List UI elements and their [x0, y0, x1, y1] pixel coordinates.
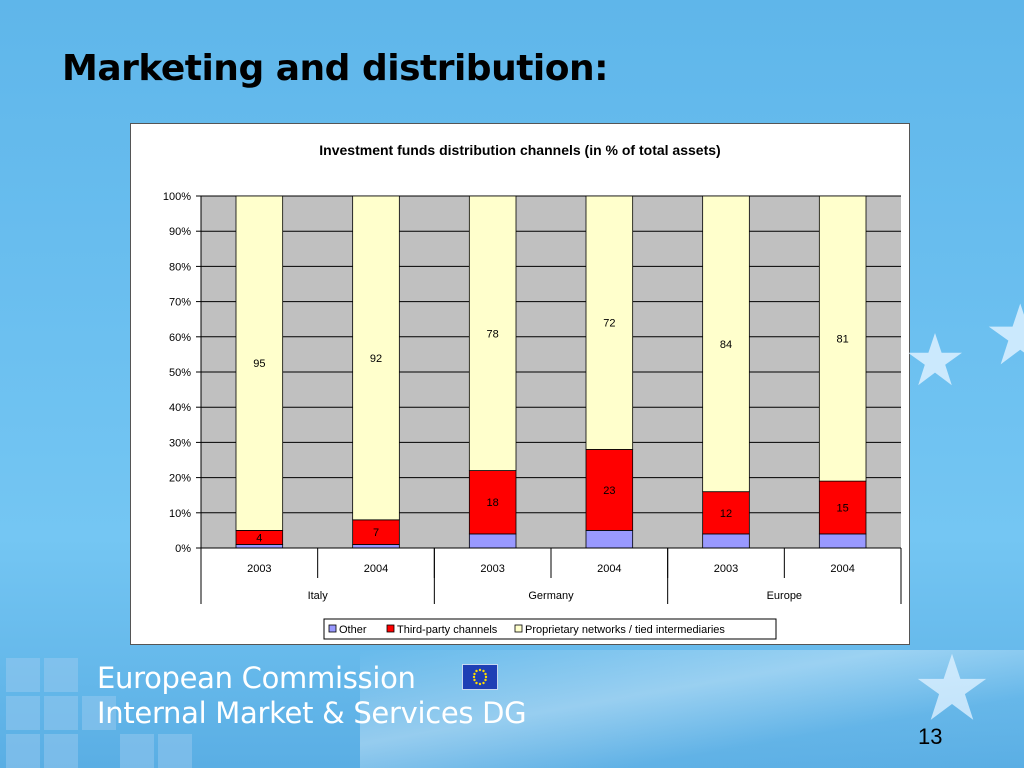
y-tick-label: 10% [169, 508, 191, 520]
y-tick-label: 50% [169, 367, 191, 379]
y-tick-label: 70% [169, 297, 191, 309]
bar-segment [702, 533, 750, 549]
data-label: 7 [373, 527, 379, 539]
x-tick-label: 2003 [247, 563, 271, 575]
bar-segment [702, 491, 750, 535]
data-label: 84 [720, 339, 732, 351]
y-tick-label: 40% [169, 402, 191, 414]
star-icon [905, 330, 965, 395]
legend-label: Third-party channels [397, 624, 498, 636]
chart-panel: Investment funds distribution channels (… [130, 123, 910, 645]
star-icon [914, 650, 990, 731]
bar-segment [818, 480, 867, 535]
star-icon [985, 300, 1024, 375]
bar-segment [585, 195, 634, 450]
y-tick-label: 60% [169, 332, 191, 344]
bar-segment [585, 449, 634, 531]
bar-segment [818, 533, 867, 549]
bar-segment [585, 529, 634, 549]
legend-label: Proprietary networks / tied intermediari… [525, 624, 725, 636]
bar-segment [235, 195, 284, 531]
data-label: 72 [603, 318, 615, 330]
slide-title: Marketing and distribution: [62, 48, 609, 89]
chart-title: Investment funds distribution channels (… [319, 142, 720, 158]
bar-segment [702, 195, 750, 493]
eu-flag-icon [462, 664, 498, 690]
y-tick-label: 0% [175, 543, 191, 555]
data-label: 81 [837, 334, 849, 346]
x-tick-label: 2004 [830, 563, 854, 575]
data-label: 78 [487, 328, 499, 340]
organization-line-2: Internal Market & Services DG [97, 696, 527, 730]
legend-label: Other [339, 624, 367, 636]
data-label: 23 [603, 485, 615, 497]
x-tick-label: 2003 [714, 563, 738, 575]
organization-line-1: European Commission [97, 661, 416, 695]
stacked-bar-chart: Investment funds distribution channels (… [163, 142, 902, 640]
data-label: 4 [256, 532, 262, 544]
data-label: 12 [720, 508, 732, 520]
legend-box [323, 618, 777, 640]
group-label: Europe [767, 590, 802, 602]
x-tick-label: 2004 [597, 563, 621, 575]
y-tick-label: 100% [163, 191, 191, 203]
x-tick-label: 2004 [364, 563, 388, 575]
legend-swatch [514, 624, 523, 633]
data-label: 15 [837, 503, 849, 515]
bar-segment [468, 470, 517, 535]
y-tick-label: 30% [169, 437, 191, 449]
data-label: 92 [370, 353, 382, 365]
bar-segment [235, 544, 284, 549]
group-label: Italy [308, 590, 329, 602]
legend-swatch [328, 624, 337, 633]
legend-swatch [386, 624, 395, 633]
organization-name: European Commission Internal Market & Se… [97, 661, 527, 731]
y-tick-label: 20% [169, 473, 191, 485]
x-tick-label: 2003 [480, 563, 504, 575]
bar-segment [468, 195, 517, 471]
bar-segment [352, 544, 400, 549]
bar-segment [352, 195, 400, 521]
y-tick-label: 80% [169, 261, 191, 273]
slide-number: 13 [918, 724, 943, 749]
bar-segment [352, 519, 400, 545]
data-label: 95 [253, 358, 265, 370]
data-label: 18 [487, 497, 499, 509]
bar-segment [468, 533, 517, 549]
y-tick-label: 90% [169, 226, 191, 238]
bar-segment [818, 195, 867, 482]
group-label: Germany [528, 590, 574, 602]
